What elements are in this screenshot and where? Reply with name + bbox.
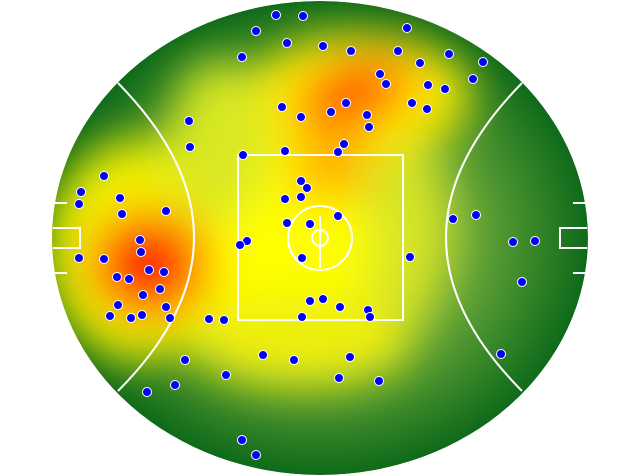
- point: [496, 349, 506, 359]
- point: [318, 41, 328, 51]
- point: [251, 26, 261, 36]
- point: [135, 235, 145, 245]
- point: [76, 187, 86, 197]
- point: [180, 355, 190, 365]
- point: [468, 74, 478, 84]
- field-heat: [52, 1, 588, 475]
- point: [405, 252, 415, 262]
- point: [99, 171, 109, 181]
- point: [237, 52, 247, 62]
- point: [339, 139, 349, 149]
- point: [277, 102, 287, 112]
- point: [282, 218, 292, 228]
- point: [365, 312, 375, 322]
- point: [530, 236, 540, 246]
- point: [219, 315, 229, 325]
- point: [305, 219, 315, 229]
- point: [364, 122, 374, 132]
- point: [184, 116, 194, 126]
- point: [305, 296, 315, 306]
- point: [346, 46, 356, 56]
- point: [126, 313, 136, 323]
- point: [362, 110, 372, 120]
- point: [297, 253, 307, 263]
- point: [161, 206, 171, 216]
- point: [99, 254, 109, 264]
- point: [280, 194, 290, 204]
- point: [440, 84, 450, 94]
- point: [448, 214, 458, 224]
- point: [280, 146, 290, 156]
- point: [258, 350, 268, 360]
- point: [374, 376, 384, 386]
- point: [142, 387, 152, 397]
- point: [302, 183, 312, 193]
- point: [333, 147, 343, 157]
- point: [381, 79, 391, 89]
- point: [297, 312, 307, 322]
- point: [105, 311, 115, 321]
- point: [296, 176, 306, 186]
- point: [345, 352, 355, 362]
- point: [159, 267, 169, 277]
- point: [136, 247, 146, 257]
- point: [422, 104, 432, 114]
- point: [237, 435, 247, 445]
- point: [165, 313, 175, 323]
- point: [517, 277, 527, 287]
- point: [508, 237, 518, 247]
- point: [333, 211, 343, 221]
- point: [478, 57, 488, 67]
- point: [74, 253, 84, 263]
- point: [124, 274, 134, 284]
- point: [296, 192, 306, 202]
- point: [204, 314, 214, 324]
- point: [185, 142, 195, 152]
- point: [74, 199, 84, 209]
- point: [326, 107, 336, 117]
- point: [251, 450, 261, 460]
- point: [138, 290, 148, 300]
- point: [238, 150, 248, 160]
- point: [271, 10, 281, 20]
- point: [341, 98, 351, 108]
- point: [137, 310, 147, 320]
- point: [289, 355, 299, 365]
- point: [375, 69, 385, 79]
- point: [335, 302, 345, 312]
- point: [161, 302, 171, 312]
- point: [170, 380, 180, 390]
- points: [74, 10, 540, 460]
- point: [113, 300, 123, 310]
- point: [155, 284, 165, 294]
- point: [471, 210, 481, 220]
- point: [282, 38, 292, 48]
- point: [402, 23, 412, 33]
- point: [318, 294, 328, 304]
- point: [444, 49, 454, 59]
- point: [115, 193, 125, 203]
- point: [235, 240, 245, 250]
- point: [144, 265, 154, 275]
- point: [423, 80, 433, 90]
- point: [296, 112, 306, 122]
- point: [117, 209, 127, 219]
- point: [112, 272, 122, 282]
- point: [298, 11, 308, 21]
- point: [407, 98, 417, 108]
- point: [334, 373, 344, 383]
- field-lines: [53, 82, 587, 392]
- point: [393, 46, 403, 56]
- point: [415, 58, 425, 68]
- point: [221, 370, 231, 380]
